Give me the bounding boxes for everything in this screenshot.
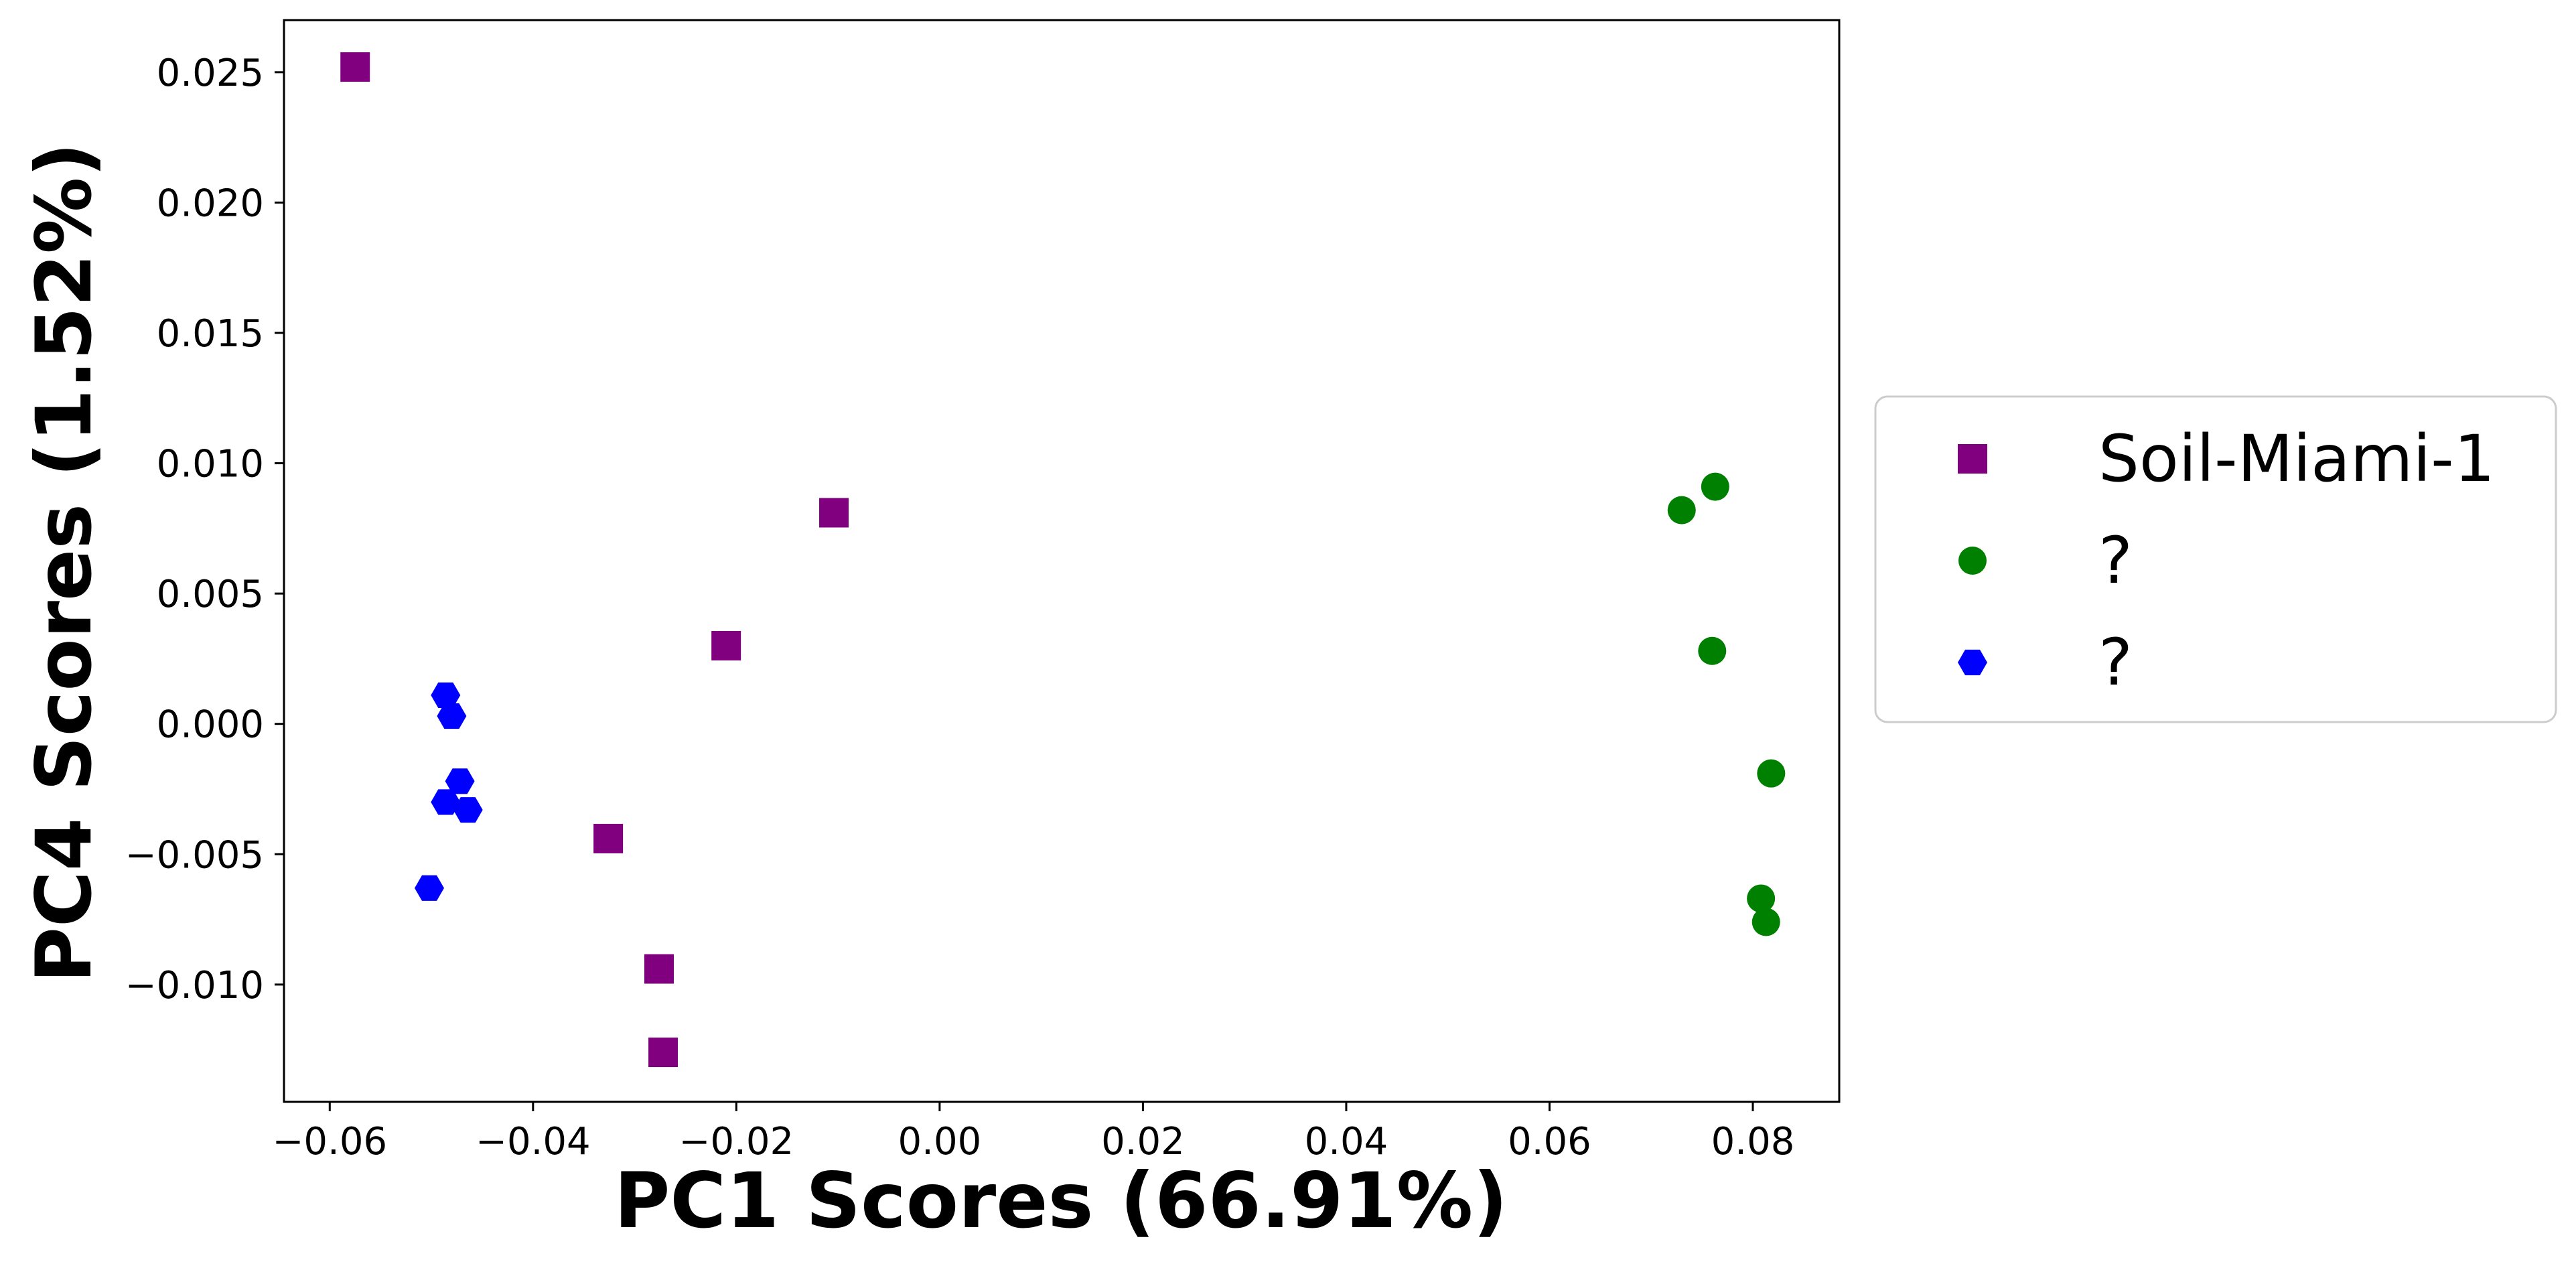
data-point xyxy=(1751,908,1780,936)
data-point xyxy=(431,682,461,708)
plot-marks xyxy=(340,52,1786,1068)
data-point xyxy=(415,875,444,901)
y-tick-label: 0.000 xyxy=(157,703,264,747)
y-tick-label: −0.010 xyxy=(125,964,264,1007)
x-axis-label: PC1 Scores (66.91%) xyxy=(614,1156,1508,1245)
data-point xyxy=(445,768,475,794)
series-2-points xyxy=(415,682,483,901)
legend-marker xyxy=(1958,547,1987,575)
y-tick-label: −0.005 xyxy=(125,833,264,877)
data-point xyxy=(1701,472,1729,501)
data-point xyxy=(340,52,370,82)
legend-frame xyxy=(1874,395,2557,723)
y-axis-ticks: −0.010 −0.005 0.000 0.005 0.010 0.015 0.020 0.0… xyxy=(125,52,284,1007)
x-tick-label: 0.04 xyxy=(1305,1120,1388,1163)
x-tick-label: 0.06 xyxy=(1508,1120,1591,1163)
data-point xyxy=(1667,496,1696,524)
x-tick-label: 0.08 xyxy=(1711,1120,1795,1163)
data-point xyxy=(431,789,461,815)
data-point xyxy=(437,703,467,729)
data-point xyxy=(1747,884,1776,913)
y-tick-label: 0.010 xyxy=(157,443,264,486)
legend-marker xyxy=(1958,649,1987,676)
data-point xyxy=(593,823,624,853)
data-point xyxy=(1757,759,1786,788)
legend: Soil-Miami-1?? xyxy=(1874,395,2557,723)
legend-entries: Soil-Miami-1?? xyxy=(1958,421,2495,700)
data-point xyxy=(711,630,741,660)
legend-label: ? xyxy=(2098,523,2133,598)
x-tick-label: 0.00 xyxy=(898,1120,982,1163)
y-axis-label: PC4 Scores (1.52%) xyxy=(19,142,109,983)
y-tick-label: 0.025 xyxy=(157,52,264,95)
plot-area-frame xyxy=(283,19,1841,1103)
x-tick-label: −0.06 xyxy=(272,1120,387,1163)
data-point xyxy=(819,498,849,528)
legend-label: Soil-Miami-1 xyxy=(2098,421,2495,496)
x-axis-ticks: −0.06 −0.04 −0.02 0.00 0.02 0.04 0.06 0.08 xyxy=(272,1102,1794,1163)
x-tick-label: 0.02 xyxy=(1101,1120,1185,1163)
series-0-points xyxy=(340,52,849,1068)
series-1-points xyxy=(1667,472,1786,936)
data-point xyxy=(453,797,483,823)
y-tick-label: 0.005 xyxy=(157,573,264,616)
x-tick-label: −0.02 xyxy=(679,1120,794,1163)
data-point xyxy=(1698,636,1727,665)
legend-marker xyxy=(1958,444,1987,474)
data-point xyxy=(648,1038,678,1068)
y-tick-label: 0.015 xyxy=(157,312,264,356)
x-tick-label: −0.04 xyxy=(476,1120,591,1163)
legend-label: ? xyxy=(2098,625,2133,700)
data-point xyxy=(644,954,674,984)
y-tick-label: 0.020 xyxy=(157,182,264,225)
